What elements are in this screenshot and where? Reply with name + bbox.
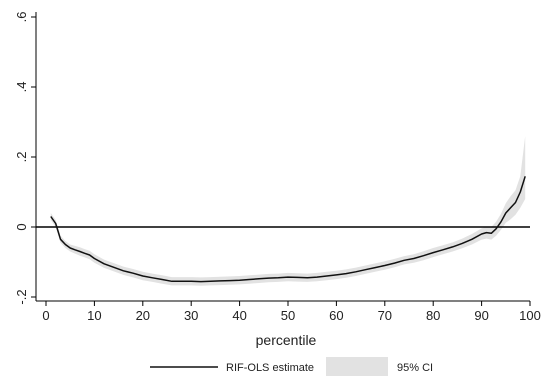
y-tick-label: .4 [14, 82, 29, 93]
x-tick-label: 40 [232, 308, 246, 323]
y-tick-label: .6 [14, 12, 29, 23]
legend-ci-label: 95% CI [397, 362, 433, 374]
x-tick-label: 50 [281, 308, 295, 323]
axes-layer: -.2 0 .2 .4 .6 0 10 20 30 40 50 60 70 80 90 100 [14, 12, 541, 323]
estimate-line-layer [50, 176, 526, 283]
y-tick-label: .2 [14, 152, 29, 163]
legend: RIF-OLS estimate 95% CI [150, 357, 433, 376]
x-tick-label: 10 [87, 308, 101, 323]
x-tick-label: 20 [136, 308, 150, 323]
x-tick-label: 0 [42, 308, 49, 323]
x-tick-label: 100 [519, 308, 541, 323]
x-tick-label: 60 [329, 308, 343, 323]
ci-band [50, 136, 526, 286]
legend-estimate-label: RIF-OLS estimate [226, 362, 314, 374]
x-tick-label: 90 [474, 308, 488, 323]
rif-ols-estimate-line [50, 176, 526, 283]
x-tick-label: 80 [426, 308, 440, 323]
x-axis-title: percentile [256, 332, 317, 348]
legend-ci-swatch [326, 357, 388, 376]
confidence-band-layer [50, 136, 526, 286]
x-tick-label: 30 [184, 308, 198, 323]
x-tick-label: 70 [378, 308, 392, 323]
y-tick-label: 0 [14, 223, 29, 230]
y-tick-label: -.2 [14, 289, 29, 304]
